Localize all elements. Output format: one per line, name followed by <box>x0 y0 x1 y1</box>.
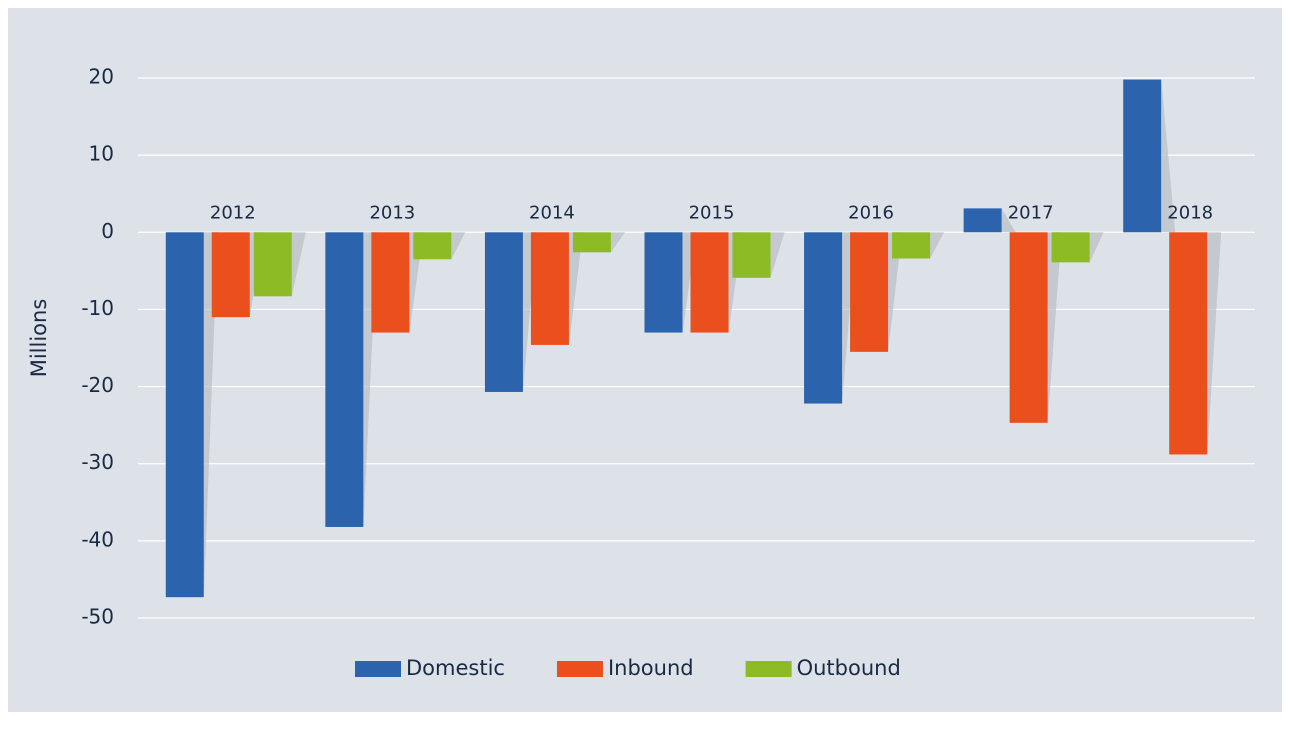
chart-background <box>8 8 1282 712</box>
bar-shadow <box>1161 79 1176 233</box>
bar <box>572 232 611 253</box>
bar-shadow <box>363 232 378 527</box>
y-tick-label: 0 <box>101 219 114 243</box>
bar <box>892 232 931 259</box>
bar-shadow <box>1047 232 1062 423</box>
bar-shadow <box>1001 208 1016 233</box>
y-tick-label: 20 <box>89 65 114 89</box>
y-axis-label: Millions <box>27 299 51 378</box>
bar <box>1009 232 1048 423</box>
x-tick-label: 2017 <box>1008 202 1054 223</box>
bar <box>644 232 683 333</box>
y-tick-label: 10 <box>89 142 114 166</box>
bar <box>1051 232 1090 263</box>
y-tick-label: -10 <box>81 296 114 320</box>
legend-swatch <box>745 661 792 677</box>
bar <box>963 208 1002 233</box>
y-tick-label: -50 <box>81 605 114 629</box>
bar-shadow <box>842 232 857 404</box>
bar-shadow <box>888 232 903 352</box>
bar <box>1169 232 1208 455</box>
bar <box>165 232 204 598</box>
bar <box>530 232 569 345</box>
bar <box>850 232 889 352</box>
y-tick-label: -40 <box>81 527 114 551</box>
bar-shadow <box>770 232 785 278</box>
x-tick-label: 2015 <box>689 202 735 223</box>
x-tick-label: 2014 <box>529 202 575 223</box>
bar <box>484 232 523 392</box>
bar-shadow <box>610 232 625 253</box>
y-tick-label: -20 <box>81 373 114 397</box>
x-tick-label: 2016 <box>848 202 894 223</box>
bar-shadow <box>291 232 306 297</box>
y-tick-label: -30 <box>81 450 114 474</box>
bar <box>325 232 364 527</box>
bar <box>732 232 771 278</box>
bar <box>253 232 292 297</box>
bar <box>1123 79 1162 233</box>
x-tick-label: 2012 <box>210 202 256 223</box>
bar-shadow <box>1089 232 1104 263</box>
bar <box>804 232 843 404</box>
bar-shadow <box>203 232 218 598</box>
bar-shadow <box>568 232 583 345</box>
bar <box>690 232 729 333</box>
bar <box>371 232 410 333</box>
bar-shadow <box>451 232 466 260</box>
legend-label: Domestic <box>406 656 505 680</box>
legend-swatch <box>355 661 401 677</box>
bar-shadow <box>1207 232 1222 455</box>
legend-swatch <box>556 661 603 677</box>
bar <box>413 232 452 260</box>
bar <box>211 232 250 318</box>
x-tick-label: 2018 <box>1167 202 1213 223</box>
x-tick-label: 2013 <box>369 202 415 223</box>
legend-label: Outbound <box>797 656 901 680</box>
legend-label: Inbound <box>608 656 694 680</box>
bar-shadow <box>930 232 945 259</box>
